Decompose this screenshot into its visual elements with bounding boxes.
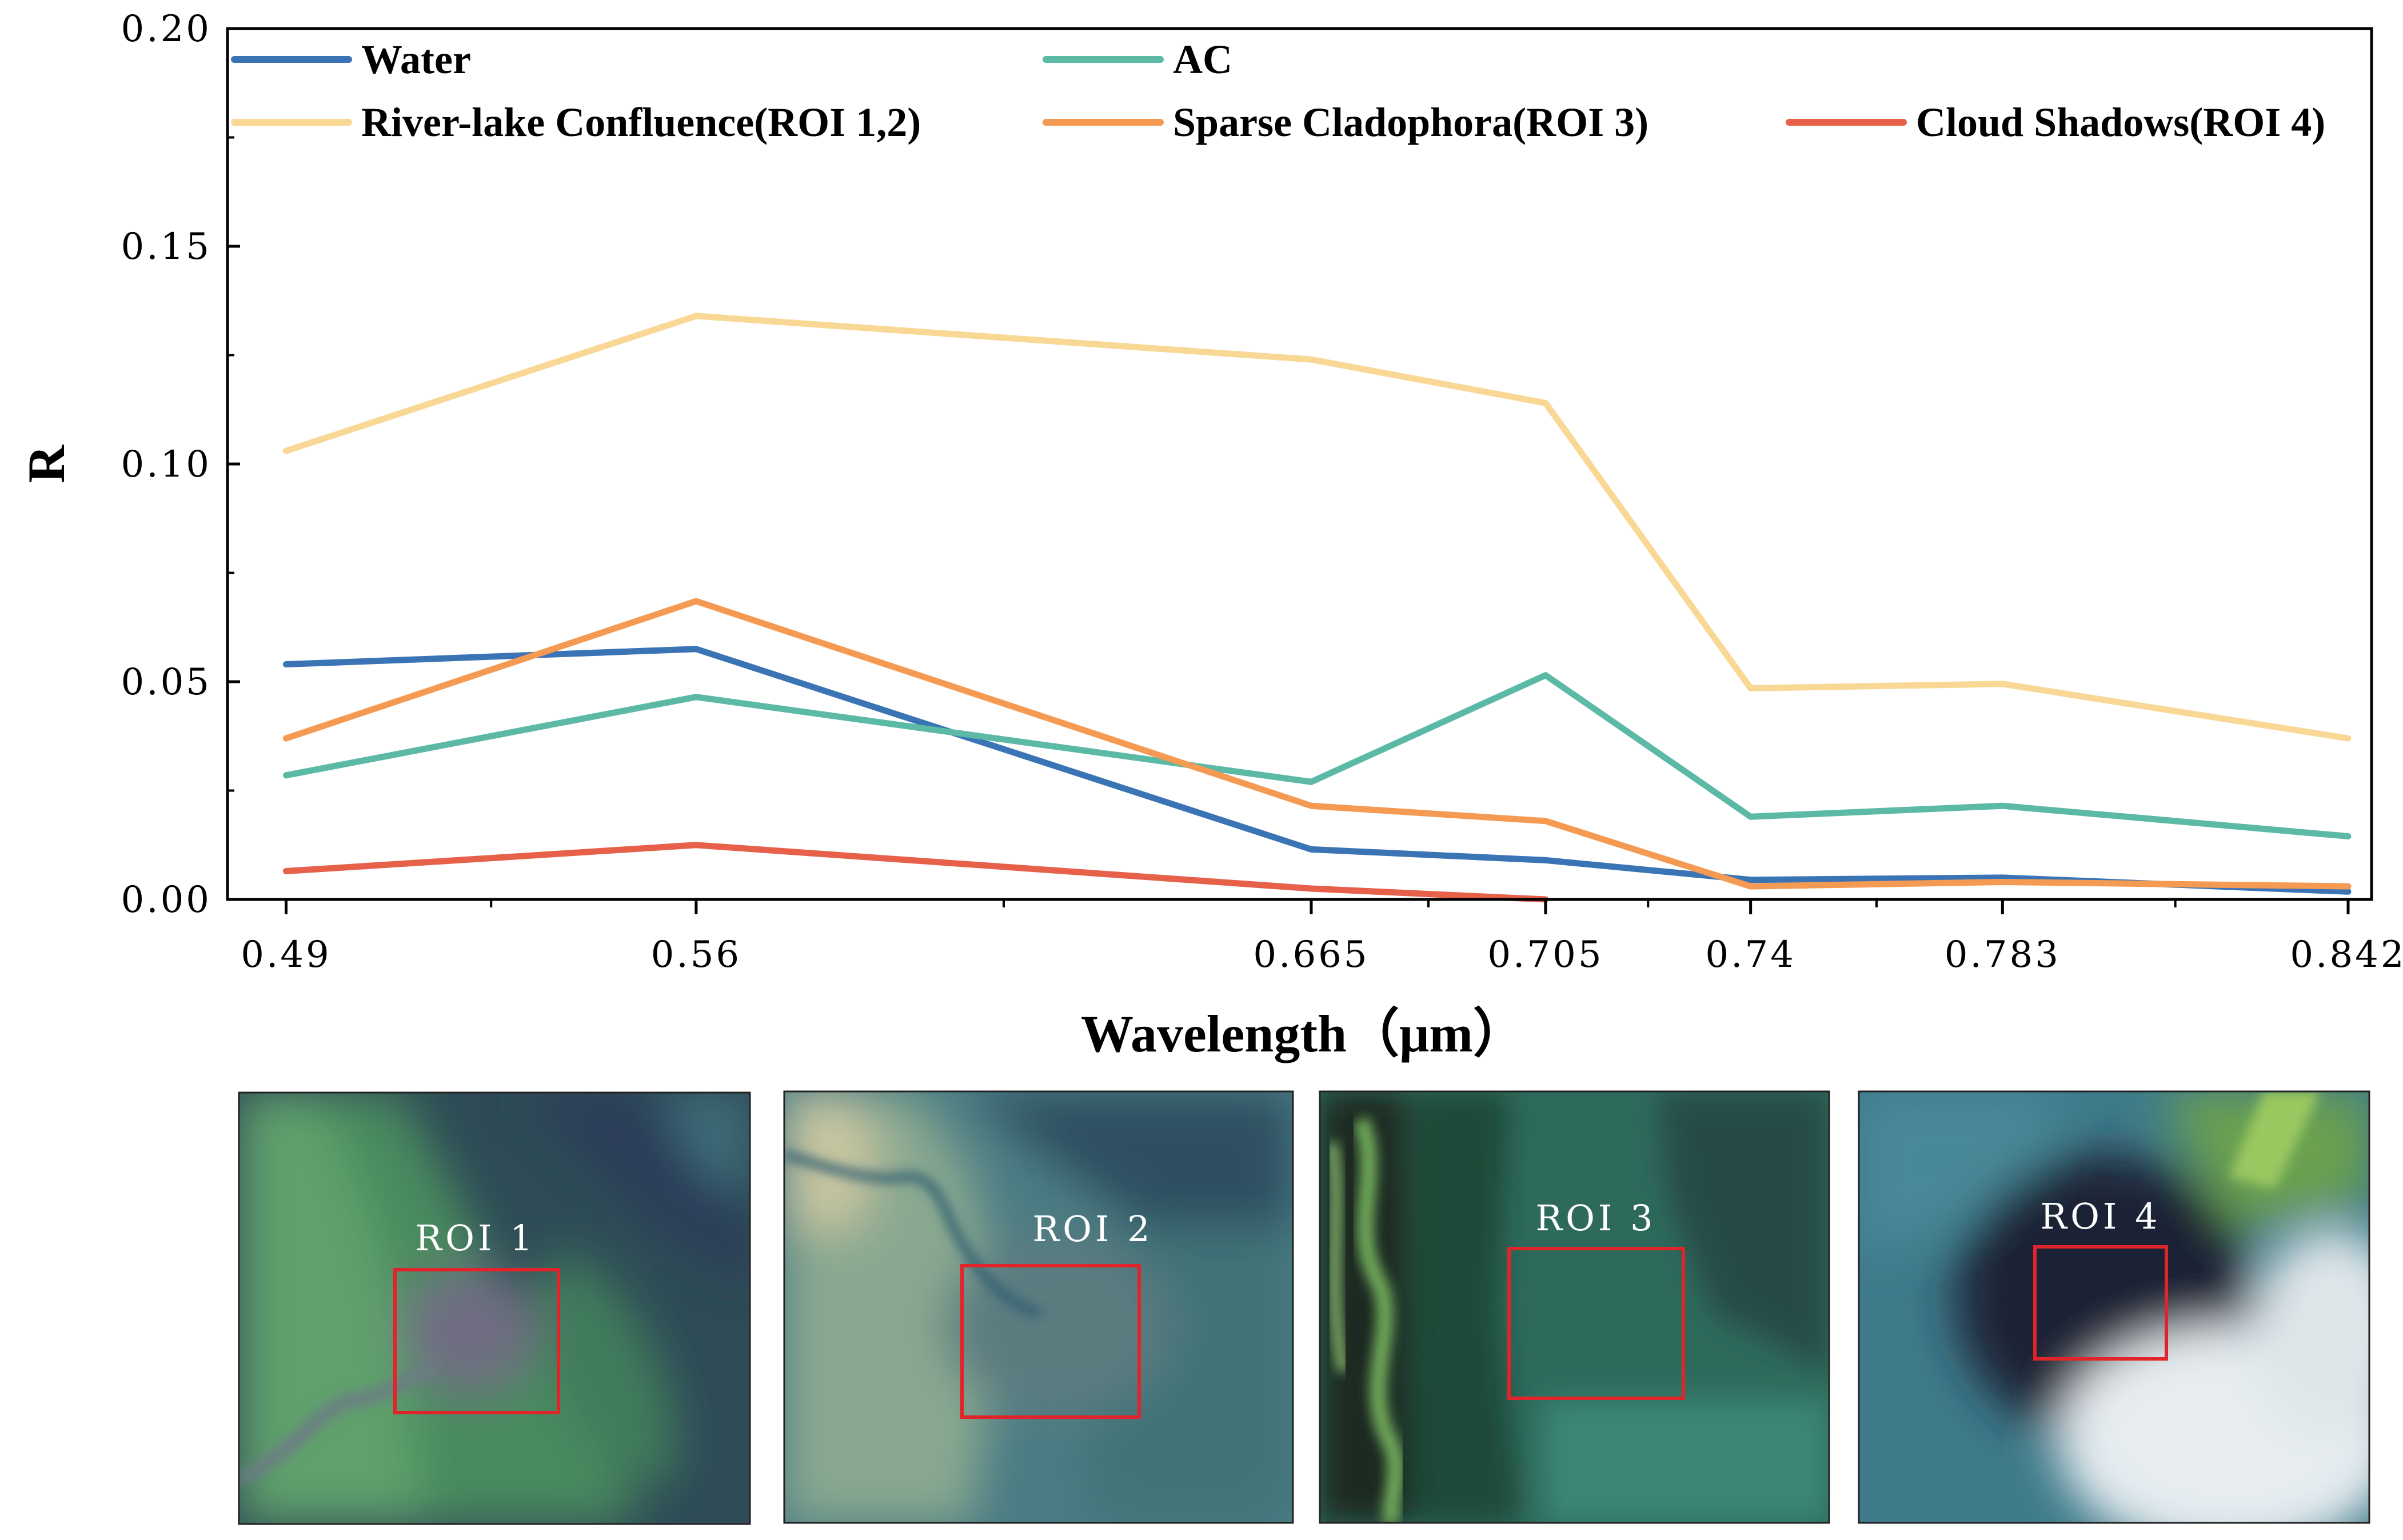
series-line-2 [283,672,2352,839]
series-line-3 [283,313,2352,742]
roi-panel-1: ROI 1 [238,1091,751,1525]
legend-label-3: River-lake Confluence(ROI 1,2) [361,99,921,145]
y-tick-label-0: 0.00 [121,879,212,921]
x-tick-label-2: 0.665 [1253,934,1369,976]
roi-label-2: ROI 2 [1032,1208,1153,1250]
roi-box-1 [393,1268,560,1414]
roi-box-4 [2033,1245,2168,1361]
line-chart: 0.000.050.100.150.20 0.49 0.56 0.665 0.705 0… [17,8,2403,1063]
x-tick-label-5: 0.783 [1945,934,2061,976]
series-layer [283,313,2352,903]
x-axis-label: Wavelength（μm） [1081,1005,1526,1063]
roi-label-4: ROI 4 [2040,1195,2161,1237]
series-line-5 [283,842,1549,903]
legend-label-5: Cloud Shadows(ROI 4) [1916,99,2325,145]
y-tick-label-1: 0.05 [121,661,212,703]
x-tick-label-4: 0.74 [1705,934,1796,976]
legend: Water AC River-lake Confluence(ROI 1,2) Spa… [231,37,2325,145]
legend-label-2: AC [1173,37,1232,82]
roi-label-3: ROI 3 [1535,1197,1656,1239]
x-tick-label-0: 0.49 [241,934,332,976]
y-axis: 0.00 0.05 0.10 0.15 0.20 [121,8,240,921]
x-tick-label-3: 0.705 [1487,934,1603,976]
legend-label-1: Water [361,37,471,82]
y-tick-label-4: 0.20 [121,8,212,50]
roi-box-3 [1507,1247,1685,1400]
x-tick-label-6: 0.842 [2290,934,2403,976]
roi-label-1: ROI 1 [415,1217,536,1259]
y-tick-label-2: 0.10 [121,443,212,486]
y-axis-label: R [17,444,75,483]
roi-box-2 [960,1264,1141,1419]
plot-frame [226,27,2373,901]
x-axis: 0.49 0.56 0.665 0.705 0.74 0.783 0.842 [241,899,2403,976]
series-line-1 [283,646,2352,895]
roi-panel-3: ROI 3 [1319,1090,1830,1524]
series-line-4 [283,598,2352,890]
roi-panel-2: ROI 2 [783,1090,1294,1524]
y-tick-label-3: 0.15 [121,226,212,268]
x-tick-label-1: 0.56 [651,934,742,976]
legend-label-4: Sparse Cladophora(ROI 3) [1173,99,1648,145]
roi-panel-4: ROI 4 [1858,1090,2370,1524]
